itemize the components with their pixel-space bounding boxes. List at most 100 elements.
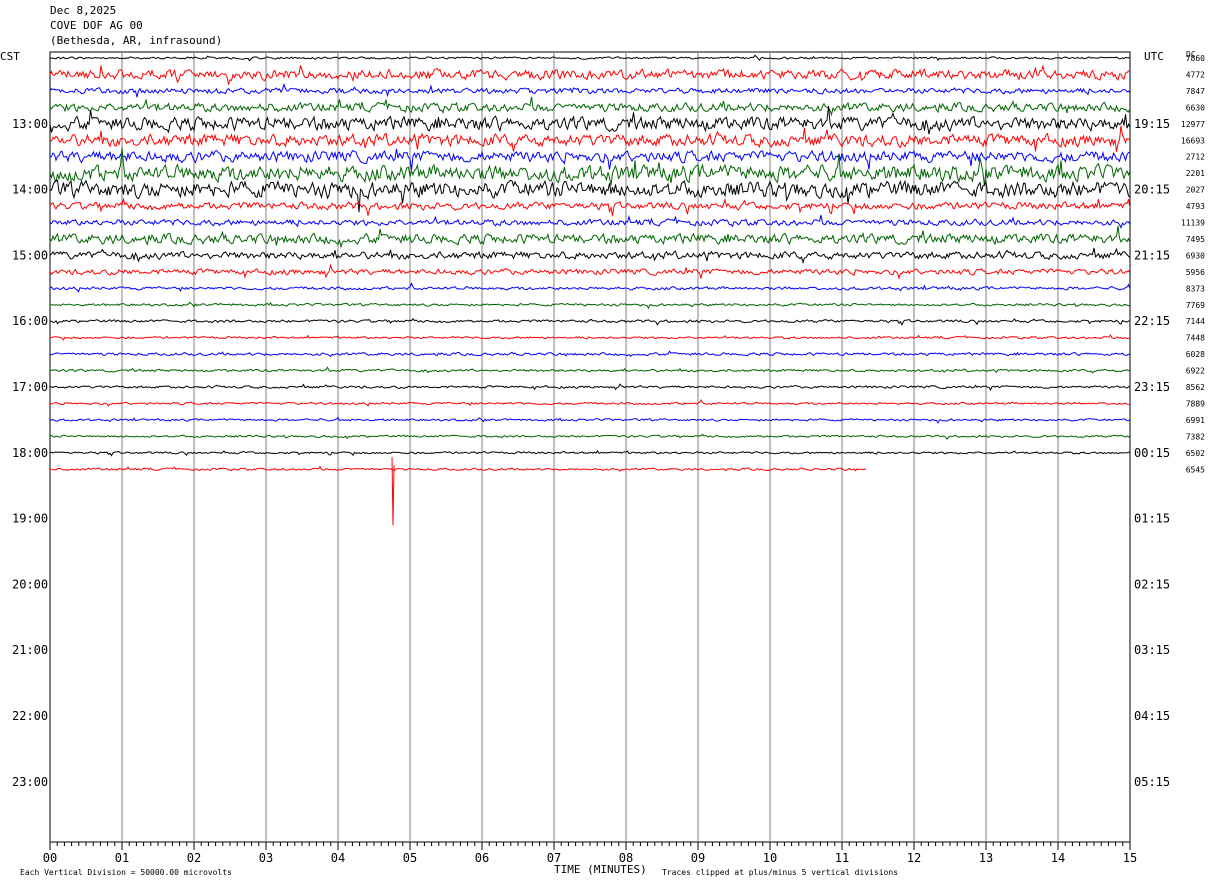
- cst-time-label: 22:00: [12, 709, 48, 723]
- x-axis-label: TIME (MINUTES): [554, 863, 647, 876]
- utc-time-label: 00:15: [1134, 446, 1170, 460]
- seismic-trace: [49, 147, 1131, 187]
- dc-offset-label: 12977: [1181, 120, 1205, 129]
- seismic-trace: [49, 263, 1131, 280]
- x-tick-label: 15: [1123, 851, 1137, 865]
- x-tick-label: 12: [907, 851, 921, 865]
- x-tick-label: 04: [331, 851, 345, 865]
- header-date: Dec 8,2025: [50, 4, 117, 17]
- cst-time-label: 15:00: [12, 248, 48, 262]
- dc-offset-label: 8373: [1186, 284, 1205, 293]
- x-tick-label: 11: [835, 851, 849, 865]
- cst-time-label: 23:00: [12, 775, 48, 789]
- utc-time-label: 05:15: [1134, 775, 1170, 789]
- x-tick-label: 02: [187, 851, 201, 865]
- cst-time-label: 14:00: [12, 183, 48, 197]
- utc-time-label: 22:15: [1134, 314, 1170, 328]
- seismic-trace: [49, 416, 1131, 424]
- plot-frame: [49, 51, 1131, 843]
- x-tick-label: 14: [1051, 851, 1065, 865]
- cst-time-label: 13:00: [12, 117, 48, 131]
- dc-offset-label: 2201: [1186, 169, 1205, 178]
- seismic-trace: [49, 96, 1131, 117]
- seismic-trace: [49, 82, 1131, 98]
- dc-offset-label: 4772: [1186, 70, 1205, 79]
- dc-offset-label: 6630: [1186, 103, 1205, 112]
- cst-time-label: 18:00: [12, 446, 48, 460]
- dc-offset-label: 2712: [1186, 153, 1205, 162]
- dc-offset-label: 6502: [1186, 449, 1205, 458]
- x-tick-label: 01: [115, 851, 129, 865]
- cst-time-label: 16:00: [12, 314, 48, 328]
- cst-time-label: 20:00: [12, 577, 48, 591]
- dc-offset-label: 8562: [1186, 383, 1205, 392]
- x-tick-label: 13: [979, 851, 993, 865]
- scale-note: Each Vertical Division = 50000.00 microv…: [20, 868, 232, 877]
- x-tick-label: 09: [691, 851, 705, 865]
- utc-time-label: 23:15: [1134, 380, 1170, 394]
- x-tick-label: 03: [259, 851, 273, 865]
- dc-offset-label: 16693: [1181, 136, 1205, 145]
- left-timezone-label: CST: [0, 50, 20, 63]
- dc-offset-label: 7847: [1186, 87, 1205, 96]
- label-group: 00 01 02 03 04 05 06 07 08 09 10 11 12 13 14 15 13:00 14:…: [12, 54, 1205, 865]
- seismic-trace: [49, 366, 1131, 374]
- red-spike-event: [391, 457, 395, 526]
- seismic-trace: [49, 225, 1131, 249]
- seismic-trace: [49, 433, 1131, 440]
- clip-note: Traces clipped at plus/minus 5 vertical …: [662, 868, 899, 877]
- dc-offset-label: 7495: [1186, 235, 1205, 244]
- x-tick-label: 10: [763, 851, 777, 865]
- cst-time-label: 21:00: [12, 643, 48, 657]
- seismic-trace: [49, 383, 1131, 391]
- seismic-trace: [49, 54, 1131, 62]
- x-tick-label: 07: [547, 851, 561, 865]
- seismic-trace: [49, 197, 1131, 216]
- seismic-trace: [49, 334, 1131, 341]
- dc-offset-label: 5956: [1186, 268, 1205, 277]
- dc-offset-label: 6028: [1186, 350, 1205, 359]
- x-tick-label: 00: [43, 851, 57, 865]
- dc-offset-label: 6545: [1186, 465, 1205, 474]
- dc-offset-label: 11139: [1181, 219, 1205, 228]
- dc-offset-label: 7144: [1186, 317, 1205, 326]
- utc-time-label: 21:15: [1134, 248, 1170, 262]
- dc-offset-label: 6991: [1186, 416, 1205, 425]
- x-tick-label: 06: [475, 851, 489, 865]
- dc-offset-label: 2027: [1186, 186, 1205, 195]
- seismic-trace: [49, 247, 1131, 264]
- seismic-trace: [49, 214, 1131, 230]
- header-station: COVE DOF AG 00: [50, 19, 143, 32]
- utc-time-label: 04:15: [1134, 709, 1170, 723]
- seismic-trace: [50, 317, 1130, 327]
- utc-time-label: 02:15: [1134, 577, 1170, 591]
- x-tick-label: 08: [619, 851, 633, 865]
- dc-offset-label: 6922: [1186, 367, 1205, 376]
- dc-offset-label: 7889: [1186, 399, 1205, 408]
- seismic-trace: [49, 350, 1131, 358]
- seismic-trace: [49, 125, 1131, 152]
- dc-offset-label: 7448: [1186, 334, 1205, 343]
- dc-offset-label: 7382: [1186, 432, 1205, 441]
- seismic-trace: [49, 148, 1131, 170]
- seismic-trace: [49, 282, 1131, 293]
- header-location: (Bethesda, AR, infrasound): [50, 34, 223, 47]
- seismic-trace: [49, 449, 1131, 457]
- dc-offset-label: 7860: [1186, 54, 1205, 63]
- seismic-trace: [49, 465, 867, 472]
- seismic-trace: [49, 64, 1131, 85]
- x-tick-label: 05: [403, 851, 417, 865]
- grid: [49, 51, 1131, 850]
- seismic-trace: [49, 399, 1131, 407]
- seismic-trace: [49, 179, 1131, 213]
- seismic-trace: [49, 105, 1131, 135]
- seismic-trace: [49, 301, 1131, 310]
- trace-group: [49, 54, 1131, 526]
- utc-time-label: 03:15: [1134, 643, 1170, 657]
- utc-time-label: 01:15: [1134, 512, 1170, 526]
- dc-offset-label: 6930: [1186, 251, 1205, 260]
- right-timezone-label: UTC: [1144, 50, 1164, 63]
- dc-offset-label: 7769: [1186, 301, 1205, 310]
- cst-time-label: 19:00: [12, 512, 48, 526]
